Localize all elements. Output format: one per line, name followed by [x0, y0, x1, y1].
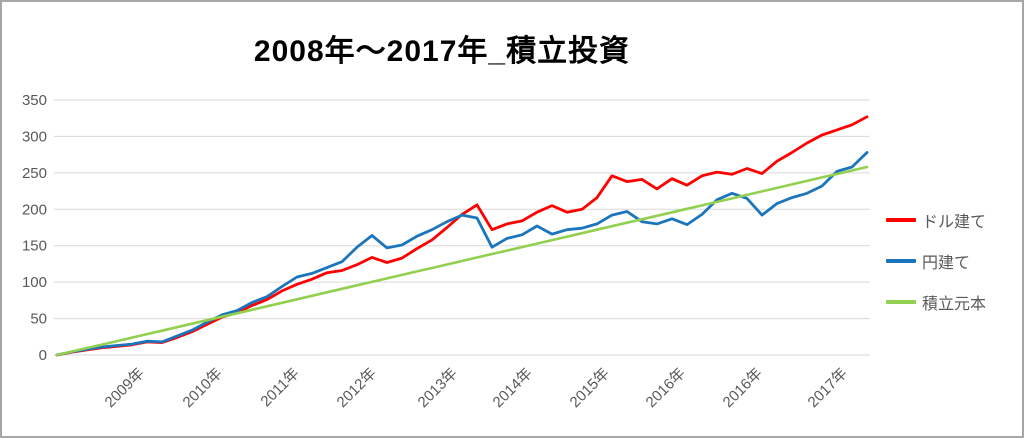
y-tick-label: 350	[22, 92, 47, 109]
x-tick-label: 2012年	[334, 365, 380, 411]
x-tick-label: 2017年	[805, 365, 851, 411]
y-tick-label: 100	[22, 274, 47, 291]
x-tick-label: 2015年	[567, 365, 613, 411]
legend-item-principal: 積立元本	[886, 290, 1022, 314]
x-tick-label: 2014年	[490, 365, 536, 411]
x-tick-label: 2010年	[180, 365, 226, 411]
chart-title: 2008年〜2017年_積立投資	[253, 35, 631, 68]
legend-label-dollar: ドル建て	[922, 214, 987, 231]
x-tick-label: 2016年	[720, 365, 766, 411]
legend-item-dollar: ドル建て	[886, 208, 1022, 232]
legend-swatch-dollar	[886, 218, 916, 222]
series-line-principal	[55, 165, 869, 357]
x-tick-label: 2009年	[102, 365, 148, 411]
legend: ドル建て 円建て 積立元本	[886, 208, 1022, 314]
legend-label-yen: 円建て	[922, 255, 971, 272]
series-line-dollar	[55, 115, 869, 357]
legend-swatch-principal	[886, 300, 916, 304]
legend-label-principal: 積立元本	[922, 296, 987, 313]
x-tick-label: 2011年	[257, 365, 302, 410]
y-tick-label: 250	[22, 165, 47, 182]
y-tick-label: 200	[22, 201, 47, 218]
y-tick-label: 300	[22, 128, 47, 145]
legend-item-yen: 円建て	[886, 249, 1022, 273]
series-line-yen	[55, 151, 869, 357]
y-tick-label: 50	[30, 311, 47, 328]
x-tick-label: 2013年	[415, 365, 461, 411]
y-tick-label: 0	[39, 347, 47, 364]
legend-swatch-yen	[886, 259, 916, 263]
x-tick-label: 2016年	[643, 365, 689, 411]
y-tick-label: 150	[22, 238, 47, 255]
